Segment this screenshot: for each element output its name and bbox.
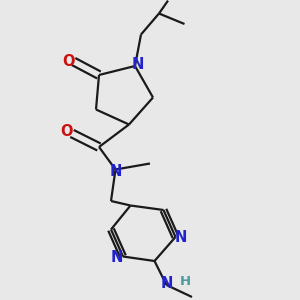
Text: N: N [111, 250, 123, 266]
Text: O: O [60, 124, 73, 140]
Text: N: N [131, 57, 144, 72]
Text: N: N [109, 164, 122, 179]
Text: O: O [62, 54, 74, 69]
Text: N: N [175, 230, 187, 244]
Text: H: H [180, 275, 191, 288]
Text: N: N [160, 276, 173, 291]
